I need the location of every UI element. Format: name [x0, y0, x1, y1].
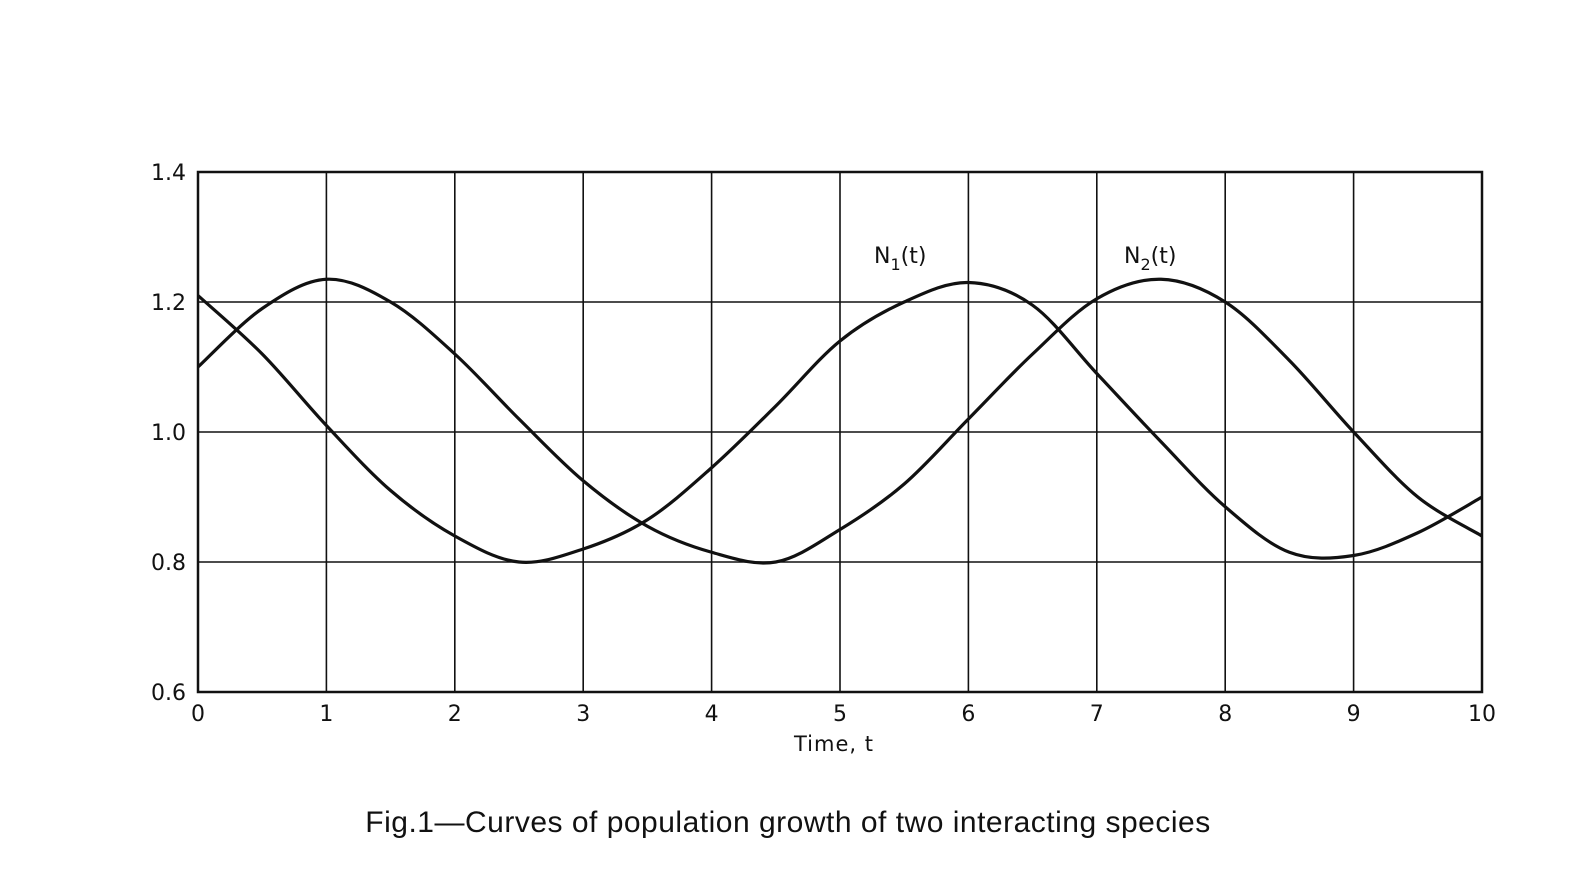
- plot-frame: [196, 170, 1484, 694]
- x-tick-label: 10: [1468, 702, 1496, 727]
- x-tick-label: 9: [1347, 702, 1361, 727]
- series-lines: [196, 277, 1483, 565]
- y-tick-label: 1.0: [151, 421, 186, 446]
- series-line-2: [196, 280, 1483, 564]
- x-tick-label: 6: [961, 702, 975, 727]
- grid-lines: [197, 171, 1483, 693]
- x-tick-label: 2: [448, 702, 462, 727]
- y-tick-label: 0.6: [151, 681, 186, 706]
- x-tick-label: 8: [1218, 702, 1232, 727]
- x-tick-label: 1: [319, 702, 333, 727]
- x-tick-label: 4: [705, 702, 719, 727]
- x-tick-label: 0: [191, 702, 205, 727]
- y-tick-label: 1.4: [151, 161, 186, 186]
- x-tick-label: 5: [833, 702, 847, 727]
- y-tick-labels: 0.6 0.8 1.0 1.2 1.4: [151, 161, 186, 706]
- series-label-n1: N1(t): [874, 244, 926, 274]
- series-label-n2: N2(t): [1124, 244, 1176, 274]
- x-tick-labels: 0 1 2 3 4 5 6 7 8 9 10: [191, 702, 1496, 727]
- figure-caption: Fig.1—Curves of population growth of two…: [365, 806, 1211, 839]
- x-tick-label: 3: [576, 702, 590, 727]
- y-tick-label: 0.8: [151, 551, 186, 576]
- y-tick-label: 1.2: [151, 291, 186, 316]
- series-labels: N1(t) N2(t): [874, 244, 1176, 274]
- series-line-1: [196, 277, 1483, 565]
- x-tick-label: 7: [1090, 702, 1104, 727]
- x-axis-label: Time, t: [793, 732, 874, 756]
